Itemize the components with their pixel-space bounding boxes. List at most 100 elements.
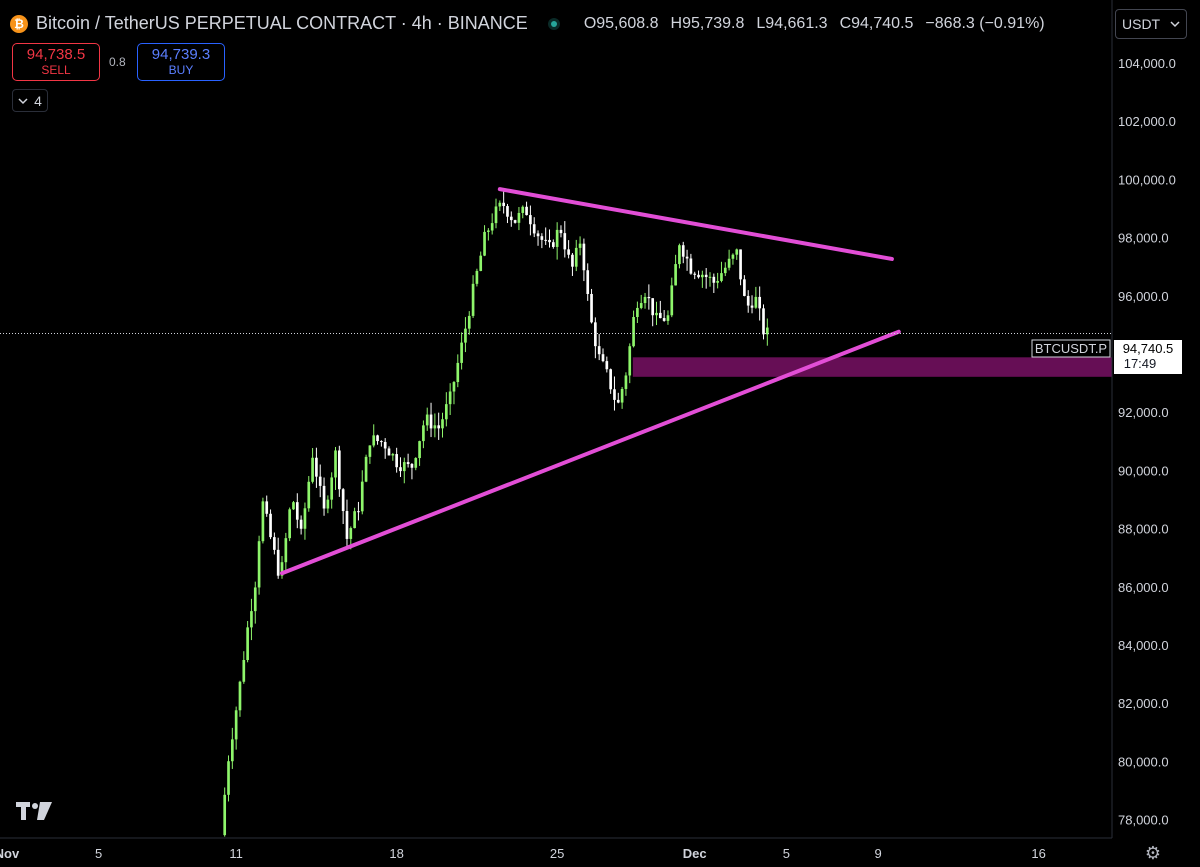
candle-body bbox=[651, 298, 655, 316]
symbol-header: ₿ Bitcoin / TetherUS PERPETUAL CONTRACT … bbox=[10, 13, 1045, 34]
candle-body bbox=[284, 538, 288, 563]
candle-body bbox=[464, 328, 467, 343]
candle-body bbox=[467, 315, 471, 329]
candle-body bbox=[754, 296, 758, 308]
candle-body bbox=[360, 481, 364, 512]
candle-body bbox=[261, 501, 265, 542]
candle-body bbox=[395, 454, 398, 468]
candle-body bbox=[242, 659, 246, 682]
candle-body bbox=[662, 318, 666, 321]
candle-body bbox=[639, 303, 643, 308]
candle-body bbox=[257, 541, 261, 588]
y-tick-label: 98,000.0 bbox=[1118, 231, 1169, 246]
candle-body bbox=[643, 296, 647, 304]
candle-body bbox=[655, 312, 658, 316]
candle-body bbox=[391, 454, 395, 456]
candle-body bbox=[425, 414, 429, 426]
candle-body bbox=[234, 710, 238, 740]
candle-body bbox=[418, 441, 421, 459]
candle-body bbox=[349, 528, 353, 539]
candle-body bbox=[578, 243, 582, 248]
price-tag-box bbox=[1114, 340, 1182, 374]
candle-body bbox=[605, 361, 609, 370]
buy-button[interactable]: 94,739.3 BUY bbox=[137, 43, 225, 81]
candle-body bbox=[494, 206, 498, 224]
candle-body bbox=[315, 457, 318, 477]
candle-body bbox=[601, 354, 605, 362]
candle-body bbox=[609, 369, 612, 390]
candle-body bbox=[318, 476, 322, 486]
candle-body bbox=[456, 362, 460, 383]
price-axis[interactable]: 78,000.0 80,000.0 82,000.0 84,000.0 86,000.0… bbox=[1118, 56, 1176, 828]
candle-body bbox=[250, 611, 253, 628]
ohlc-values: O95,608.8 H95,739.8 L94,661.3 C94,740.5 … bbox=[584, 15, 1045, 33]
ohlc-low: L94,661.3 bbox=[756, 14, 828, 32]
time-axis[interactable]: Nov 5 11 18 25 Dec 5 9 16 bbox=[0, 846, 1046, 861]
y-tick-label: 102,000.0 bbox=[1118, 114, 1176, 129]
candle-body bbox=[299, 519, 303, 529]
x-tick-label: 16 bbox=[1031, 846, 1045, 861]
candle-body bbox=[540, 236, 544, 240]
candle-body bbox=[265, 501, 269, 514]
candle-body bbox=[483, 231, 486, 256]
indicators-toggle-button[interactable]: 4 bbox=[12, 89, 48, 112]
candle-body bbox=[685, 256, 689, 259]
spread-value: 0.8 bbox=[109, 55, 126, 69]
candle-body bbox=[288, 509, 291, 539]
drawing-overlays[interactable] bbox=[280, 187, 1112, 576]
candle-body bbox=[555, 229, 559, 247]
candle-body bbox=[746, 295, 750, 306]
gear-icon[interactable]: ⚙ bbox=[1144, 843, 1162, 863]
candle-body bbox=[273, 537, 276, 550]
currency-select[interactable]: USDT bbox=[1115, 9, 1187, 39]
candle-body bbox=[658, 312, 662, 319]
candle-body bbox=[383, 441, 387, 449]
candle-body bbox=[632, 317, 635, 347]
candle-body bbox=[723, 267, 727, 274]
chevron-down-icon bbox=[18, 97, 28, 104]
symbol-title[interactable]: Bitcoin / TetherUS PERPETUAL CONTRACT · … bbox=[36, 13, 528, 33]
candle-body bbox=[590, 293, 593, 323]
currency-value: USDT bbox=[1122, 16, 1161, 32]
candle-body bbox=[670, 285, 674, 316]
candle-body bbox=[689, 258, 693, 274]
candle-body bbox=[452, 382, 456, 392]
x-tick-label: 25 bbox=[550, 846, 564, 861]
candle-body bbox=[666, 315, 670, 321]
candle-body bbox=[735, 249, 739, 255]
sell-button[interactable]: 94,738.5 SELL bbox=[12, 43, 100, 81]
candle-body bbox=[521, 206, 525, 213]
candle-body bbox=[613, 389, 616, 400]
resistance-trendline bbox=[497, 187, 894, 261]
candle-body bbox=[586, 270, 590, 294]
candle-body bbox=[750, 305, 754, 308]
candle-body bbox=[303, 508, 307, 529]
x-tick-label: 11 bbox=[229, 846, 243, 861]
y-tick-label: 86,000.0 bbox=[1118, 580, 1169, 595]
y-tick-label: 84,000.0 bbox=[1118, 638, 1169, 653]
candle-body bbox=[571, 254, 574, 267]
candle-body bbox=[479, 255, 483, 271]
candle-body bbox=[712, 276, 716, 283]
tradingview-logo-icon[interactable] bbox=[16, 800, 52, 829]
candle-body bbox=[238, 681, 242, 711]
candle-body bbox=[532, 224, 536, 234]
y-tick-label: 82,000.0 bbox=[1118, 696, 1169, 711]
chevron-down-icon bbox=[1170, 21, 1180, 28]
candle-body bbox=[487, 230, 490, 232]
candle-body bbox=[582, 243, 586, 271]
candle-body bbox=[624, 375, 628, 389]
candle-body bbox=[414, 458, 418, 468]
market-open-status-icon bbox=[547, 17, 560, 30]
candle-body bbox=[708, 276, 712, 278]
y-tick-label: 104,000.0 bbox=[1118, 56, 1176, 71]
candle-body bbox=[693, 273, 697, 275]
candle-body bbox=[513, 220, 517, 223]
candle-body bbox=[529, 215, 532, 225]
candle-body bbox=[322, 485, 326, 509]
candle-body bbox=[498, 202, 502, 207]
candle-body bbox=[227, 761, 230, 795]
tradingview-logo-shape bbox=[16, 802, 52, 820]
candle-body bbox=[353, 511, 356, 529]
